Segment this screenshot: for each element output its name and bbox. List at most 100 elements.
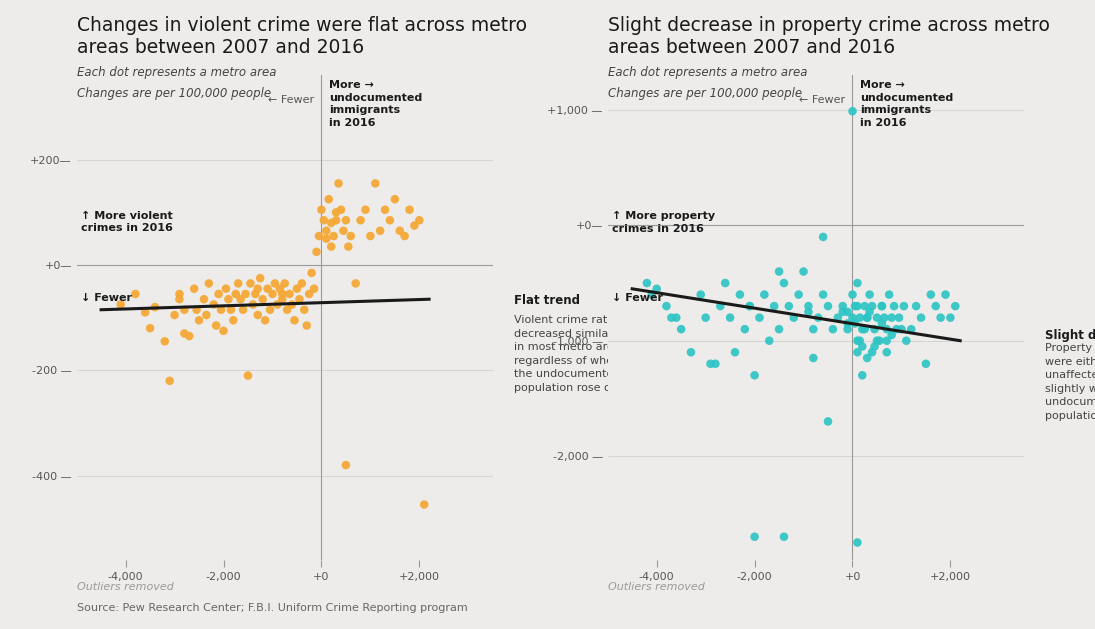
Point	[327, 208, 345, 218]
Point	[853, 370, 871, 381]
Point	[912, 313, 930, 323]
Text: Each dot represents a metro area: Each dot represents a metro area	[77, 66, 276, 79]
Point	[849, 537, 866, 547]
Point	[258, 284, 276, 294]
Point	[799, 301, 817, 311]
Point	[339, 242, 357, 252]
Point	[268, 299, 286, 309]
Point	[819, 301, 837, 311]
Point	[648, 284, 666, 294]
Point	[293, 279, 311, 289]
Point	[849, 347, 866, 357]
Point	[692, 289, 710, 299]
Point	[886, 301, 903, 311]
Point	[320, 194, 337, 204]
Point	[751, 313, 769, 323]
Point	[741, 301, 759, 311]
Point	[839, 324, 856, 334]
Point	[300, 289, 318, 299]
Point	[252, 273, 269, 283]
Point	[702, 359, 719, 369]
Point	[330, 179, 347, 189]
Point	[249, 310, 266, 320]
Point	[722, 313, 739, 323]
Point	[327, 215, 345, 225]
Point	[785, 313, 803, 323]
Point	[205, 299, 222, 309]
Point	[895, 301, 912, 311]
Point	[401, 204, 418, 214]
Point	[335, 226, 353, 236]
Point	[284, 299, 301, 309]
Point	[712, 301, 729, 311]
Text: Flat trend: Flat trend	[514, 294, 579, 307]
Point	[217, 284, 234, 294]
Point	[819, 416, 837, 426]
Point	[220, 294, 238, 304]
Point	[716, 278, 734, 288]
Point	[878, 336, 896, 346]
Point	[175, 328, 193, 338]
Text: Outliers removed: Outliers removed	[608, 582, 704, 592]
Point	[288, 284, 306, 294]
Point	[254, 294, 272, 304]
Point	[638, 278, 656, 288]
Point	[290, 294, 308, 304]
Point	[185, 284, 203, 294]
Text: Slight decrease: Slight decrease	[1045, 329, 1095, 342]
Point	[839, 318, 856, 328]
Point	[112, 299, 129, 309]
Point	[195, 294, 212, 304]
Point	[918, 359, 935, 369]
Point	[232, 294, 250, 304]
Point	[322, 242, 339, 252]
Point	[789, 289, 807, 299]
Point	[846, 318, 864, 328]
Point	[815, 289, 832, 299]
Point	[212, 304, 230, 314]
Point	[137, 308, 154, 318]
Text: ← Fewer: ← Fewer	[268, 95, 314, 105]
Point	[770, 267, 787, 277]
Point	[805, 324, 822, 334]
Text: Changes in violent crime were flat across metro
areas between 2007 and 2016: Changes in violent crime were flat acros…	[77, 16, 527, 57]
Point	[765, 301, 783, 311]
Point	[883, 330, 900, 340]
Point	[890, 313, 908, 323]
Point	[682, 347, 700, 357]
Point	[883, 313, 900, 323]
Point	[357, 204, 374, 214]
Point	[668, 313, 685, 323]
Text: Slight decrease in property crime across metro
areas between 2007 and 2016: Slight decrease in property crime across…	[608, 16, 1050, 57]
Point	[415, 499, 433, 509]
Point	[853, 342, 871, 352]
Point	[303, 268, 321, 278]
Text: Property crime rates
were either entirely
unaffected, or fell very
slightly with: Property crime rates were either entirel…	[1045, 343, 1095, 421]
Point	[272, 284, 289, 294]
Point	[878, 347, 896, 357]
Point	[234, 304, 252, 314]
Point	[227, 289, 244, 299]
Point	[873, 301, 890, 311]
Point	[795, 267, 812, 277]
Point	[805, 353, 822, 363]
Point	[844, 289, 862, 299]
Point	[936, 289, 954, 299]
Point	[849, 278, 866, 288]
Point	[866, 324, 884, 334]
Point	[200, 279, 218, 289]
Point	[315, 215, 333, 225]
Point	[127, 289, 145, 299]
Point	[337, 215, 355, 225]
Point	[761, 336, 779, 346]
Point	[342, 231, 359, 241]
Point	[880, 289, 898, 299]
Point	[396, 231, 414, 241]
Point	[662, 313, 680, 323]
Point	[391, 226, 408, 236]
Point	[264, 289, 281, 299]
Point	[829, 313, 846, 323]
Point	[861, 307, 878, 317]
Point	[171, 289, 188, 299]
Text: Outliers removed: Outliers removed	[77, 582, 173, 592]
